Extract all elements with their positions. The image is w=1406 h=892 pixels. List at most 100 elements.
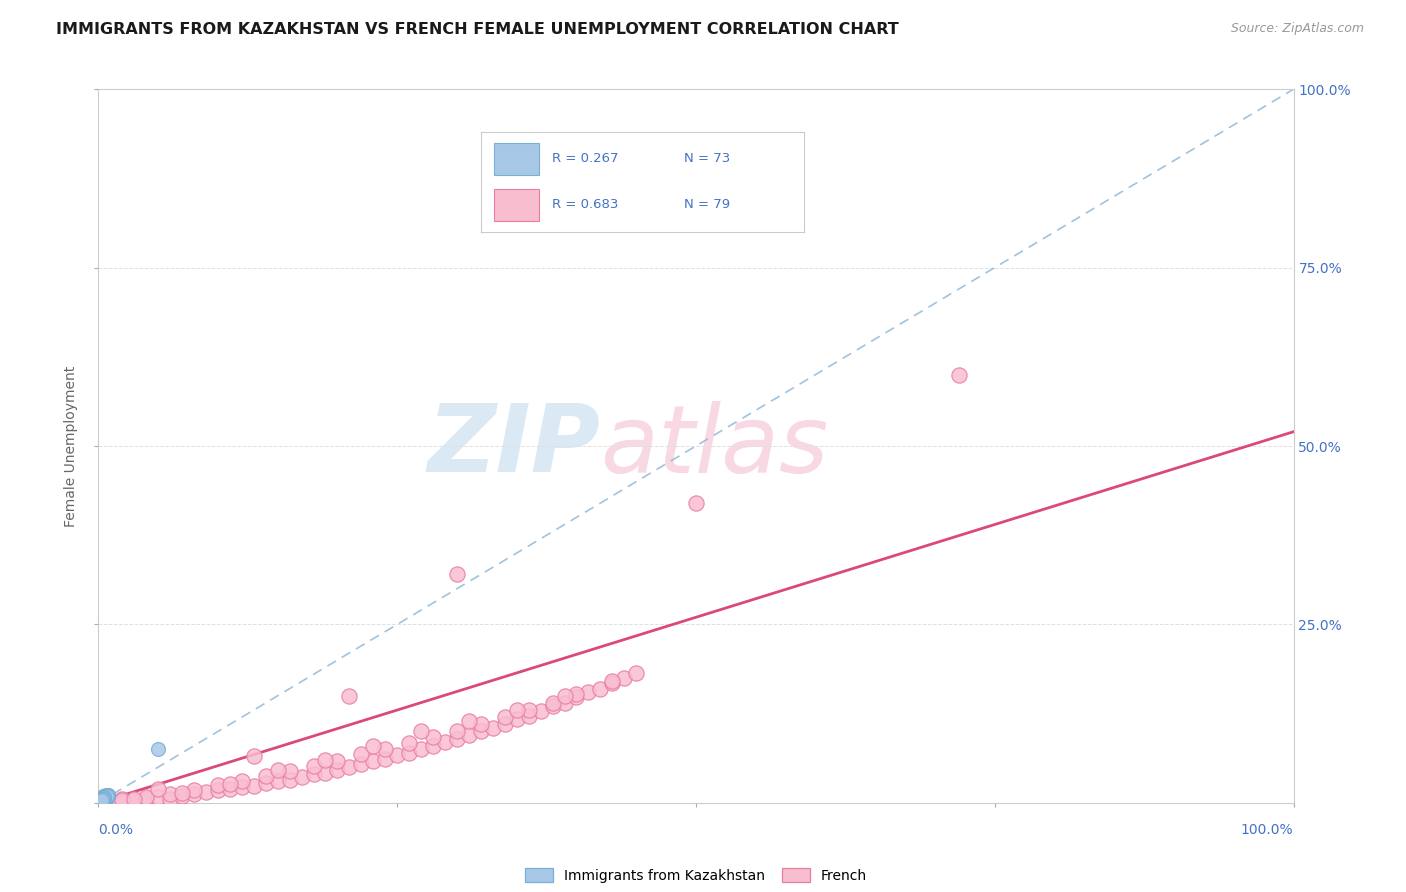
Point bbox=[91, 793, 114, 807]
Point bbox=[243, 749, 266, 764]
Point bbox=[315, 753, 337, 767]
Point bbox=[481, 721, 505, 735]
Point bbox=[91, 792, 114, 806]
Point bbox=[278, 772, 301, 787]
Point bbox=[554, 696, 576, 710]
Point bbox=[339, 689, 360, 703]
Point bbox=[91, 791, 114, 805]
Point bbox=[90, 794, 112, 808]
Point bbox=[422, 730, 444, 744]
Point bbox=[207, 783, 229, 797]
Point bbox=[111, 792, 134, 806]
Point bbox=[90, 794, 112, 808]
Point bbox=[91, 793, 114, 807]
Point bbox=[94, 790, 117, 805]
Point bbox=[302, 758, 325, 772]
Point bbox=[90, 794, 112, 808]
Point bbox=[97, 788, 120, 802]
Point bbox=[231, 780, 253, 794]
Point bbox=[96, 790, 118, 805]
Point bbox=[254, 776, 277, 790]
Point bbox=[207, 778, 229, 792]
Point bbox=[96, 789, 118, 804]
Point bbox=[93, 790, 115, 805]
Point bbox=[517, 703, 540, 717]
Point bbox=[90, 794, 112, 808]
Point bbox=[458, 728, 481, 742]
Point bbox=[398, 736, 420, 750]
Point bbox=[350, 747, 373, 762]
Point bbox=[315, 765, 337, 780]
Point bbox=[91, 793, 114, 807]
Point bbox=[93, 791, 115, 805]
Point bbox=[91, 791, 114, 805]
Point bbox=[411, 724, 433, 739]
Point bbox=[93, 790, 115, 805]
Point bbox=[93, 790, 115, 805]
Point bbox=[91, 791, 114, 805]
Point bbox=[231, 774, 253, 789]
Point bbox=[91, 792, 114, 806]
Point bbox=[91, 791, 114, 805]
Point bbox=[685, 496, 707, 510]
Point bbox=[94, 789, 117, 804]
Point bbox=[576, 685, 599, 699]
Point bbox=[93, 790, 115, 805]
Point bbox=[90, 794, 112, 808]
Point bbox=[90, 794, 112, 808]
Point bbox=[339, 760, 360, 774]
Point bbox=[458, 714, 481, 728]
Point bbox=[506, 712, 529, 726]
Point bbox=[326, 763, 349, 777]
Point bbox=[278, 764, 301, 779]
Point bbox=[565, 687, 588, 701]
Point bbox=[91, 791, 114, 805]
Point bbox=[602, 674, 624, 689]
Point bbox=[90, 794, 112, 808]
Point bbox=[97, 789, 120, 803]
Point bbox=[422, 739, 444, 753]
Point bbox=[326, 755, 349, 769]
Point bbox=[90, 794, 112, 808]
Point bbox=[94, 789, 117, 804]
Point bbox=[91, 793, 114, 807]
Point bbox=[219, 781, 242, 796]
Point bbox=[267, 763, 290, 777]
Point bbox=[91, 793, 114, 807]
Point bbox=[529, 705, 551, 719]
Point bbox=[602, 676, 624, 690]
Point bbox=[91, 791, 114, 805]
Point bbox=[96, 790, 118, 805]
Point bbox=[91, 792, 114, 806]
Point bbox=[363, 739, 385, 753]
Text: IMMIGRANTS FROM KAZAKHSTAN VS FRENCH FEMALE UNEMPLOYMENT CORRELATION CHART: IMMIGRANTS FROM KAZAKHSTAN VS FRENCH FEM… bbox=[56, 22, 898, 37]
Point bbox=[124, 793, 146, 807]
Point bbox=[91, 793, 114, 807]
Point bbox=[90, 794, 112, 808]
Point bbox=[124, 791, 146, 805]
Point bbox=[589, 681, 612, 696]
Point bbox=[91, 793, 114, 807]
Point bbox=[385, 747, 409, 762]
Point bbox=[91, 793, 114, 807]
Point bbox=[194, 785, 218, 799]
Point bbox=[446, 567, 468, 582]
Point bbox=[94, 788, 117, 802]
Point bbox=[446, 724, 468, 739]
Point bbox=[541, 696, 564, 710]
Text: atlas: atlas bbox=[600, 401, 828, 491]
Point bbox=[517, 708, 540, 723]
Point bbox=[159, 787, 181, 801]
Point bbox=[90, 794, 112, 808]
Point bbox=[91, 791, 114, 805]
Point bbox=[494, 710, 516, 724]
Point bbox=[98, 794, 122, 808]
Point bbox=[91, 791, 114, 805]
Point bbox=[91, 792, 114, 806]
Point bbox=[91, 793, 114, 807]
Point bbox=[94, 789, 117, 804]
Point bbox=[219, 777, 242, 791]
Point bbox=[90, 794, 112, 808]
Point bbox=[91, 791, 114, 805]
Point bbox=[433, 735, 456, 749]
